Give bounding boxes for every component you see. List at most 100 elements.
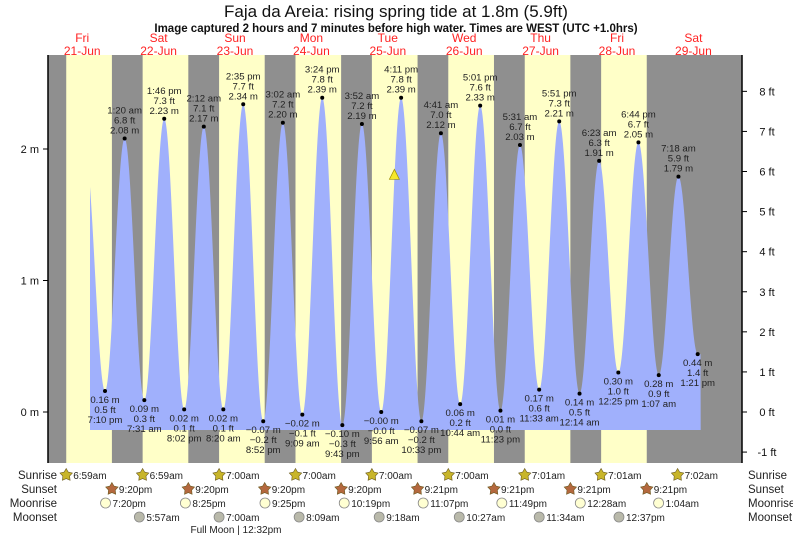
low-tide-time: 7:10 pm [88,415,123,426]
day-name-label: Fri [610,31,624,45]
low-tide-m: 0.30 m [604,377,633,388]
sunrise-row-label-right: Sunrise [748,470,787,482]
day-date-label: 26-Jun [446,44,483,58]
right-tick-label: 4 ft [759,247,774,259]
high-tide-m: 2.12 m [426,120,455,131]
low-tide-m: 0.09 m [130,404,159,415]
low-tide-time: 8:20 am [206,433,241,444]
high-tide-m: 2.08 m [110,125,139,136]
tide-curve [90,97,701,430]
high-tide-m: 2.34 m [229,91,258,102]
low-tide-ft: −0.2 ft [408,435,435,446]
moonrise-row-label: Moonrise [10,498,57,510]
day-name-label: Sat [150,31,169,45]
right-tick-label: 7 ft [759,126,774,138]
sunset-time: 9:20pm [119,485,152,496]
moonset-time: 7:00am [226,513,259,524]
tide-area [90,97,701,430]
low-tide-ft: 0.3 ft [134,414,156,425]
high-tide-time: 2:12 am [186,94,221,105]
high-tide-point [162,116,167,121]
high-tide-point [320,95,325,100]
left-tick-label: 1 m [21,276,39,288]
low-tide-time: 9:43 pm [325,449,360,460]
moonset-time: 12:37pm [626,513,665,524]
sunrise-icon [365,467,379,481]
current-tide-marker-icon [388,168,400,180]
high-tide-m: 2.39 m [308,85,337,96]
low-tide-m: 0.14 m [565,398,594,409]
high-tide-ft: 6.7 ft [509,122,531,133]
moonset-icon [453,511,465,523]
low-tide-point [419,419,424,424]
low-tide-time: 12:14 am [560,418,600,429]
low-tide-time: 1:21 pm [680,378,715,389]
high-tide-point [122,136,127,141]
high-tide-m: 2.05 m [624,129,653,140]
day-date-label: 24-Jun [293,44,330,58]
low-tide-ft: 0.6 ft [528,404,550,415]
high-tide-ft: 5.9 ft [668,154,690,165]
low-tide-time: 10:44 am [440,428,480,439]
sunrise-time: 7:01am [608,471,641,482]
low-tide-m: 0.16 m [90,395,119,406]
low-tide-time: 11:23 pm [481,435,520,446]
low-tide-m: 0.02 m [170,413,199,424]
low-tide-point [103,388,108,393]
moonset-icon [613,511,625,523]
high-tide-ft: 7.8 ft [312,75,334,86]
high-tide-m: 1.91 m [584,148,613,159]
sunrise-icon [288,467,303,481]
high-tide-time: 4:41 am [424,100,459,111]
low-tide-ft: 0.0 ft [490,425,512,436]
high-tide-point [280,120,285,125]
sunrise-time: 7:02am [685,471,718,482]
sunrise-icon [518,467,532,481]
low-tide-point [498,408,503,413]
high-tide-point [636,140,641,145]
day-date-label: 27-Jun [522,44,559,58]
low-tide-point [616,370,621,375]
tide-labels: 0.16 m0.5 ft7:10 pm1:20 am6.8 ft2.08 m0.… [88,65,715,460]
high-tide-time: 1:46 pm [147,86,182,97]
low-tide-m: 0.06 m [445,408,474,419]
sun-moon-rows: Sunrise Sunrise 6:59am 6:59am 7:00am 7:00am 7:… [10,467,793,536]
moonrise-time: 11:07pm [430,499,468,510]
low-tide-m: −0.07 m [246,425,281,436]
high-tide-point [438,131,443,136]
low-tide-time: 10:33 pm [401,445,441,456]
low-tide-m: 0.44 m [683,358,712,369]
sunrise-time: 7:00am [455,471,488,482]
right-tick-label: -1 ft [758,447,777,459]
high-tide-point [517,143,522,148]
high-tide-time: 3:24 pm [305,65,340,76]
low-tide-time: 7:31 am [127,424,162,435]
sunset-time: 9:20pm [195,485,228,496]
low-tide-time: 11:33 am [520,414,559,425]
moonrise-time: 7:20pm [113,499,146,510]
moonrise-time: 11:49pm [509,499,547,510]
high-tide-ft: 6.8 ft [114,115,136,126]
low-tide-ft: 1.4 ft [687,368,709,379]
high-tide-point [557,119,562,124]
day-name-label: Mon [300,31,323,45]
high-tide-ft: 7.3 ft [549,98,571,109]
sunrise-time: 7:01am [532,471,565,482]
low-tide-point [142,398,147,403]
high-tide-m: 2.19 m [347,111,376,122]
low-tide-m: −0.07 m [404,425,439,436]
sunset-time: 9:20pm [272,485,305,496]
sunset-icon [105,481,119,495]
day-date-label: 25-Jun [369,44,406,58]
moonrise-icon [259,497,271,509]
high-tide-ft: 7.6 ft [469,83,491,94]
high-tide-m: 1.79 m [664,164,693,175]
high-tide-time: 6:44 pm [621,109,656,120]
high-tide-point [399,95,404,100]
low-tide-point [577,391,582,396]
moonrise-icon [338,497,350,509]
high-tide-point [359,122,364,127]
low-tide-ft: 0.9 ft [648,389,670,400]
low-tide-time: 1:07 am [641,399,676,410]
day-date-label: 22-Jun [140,44,177,58]
